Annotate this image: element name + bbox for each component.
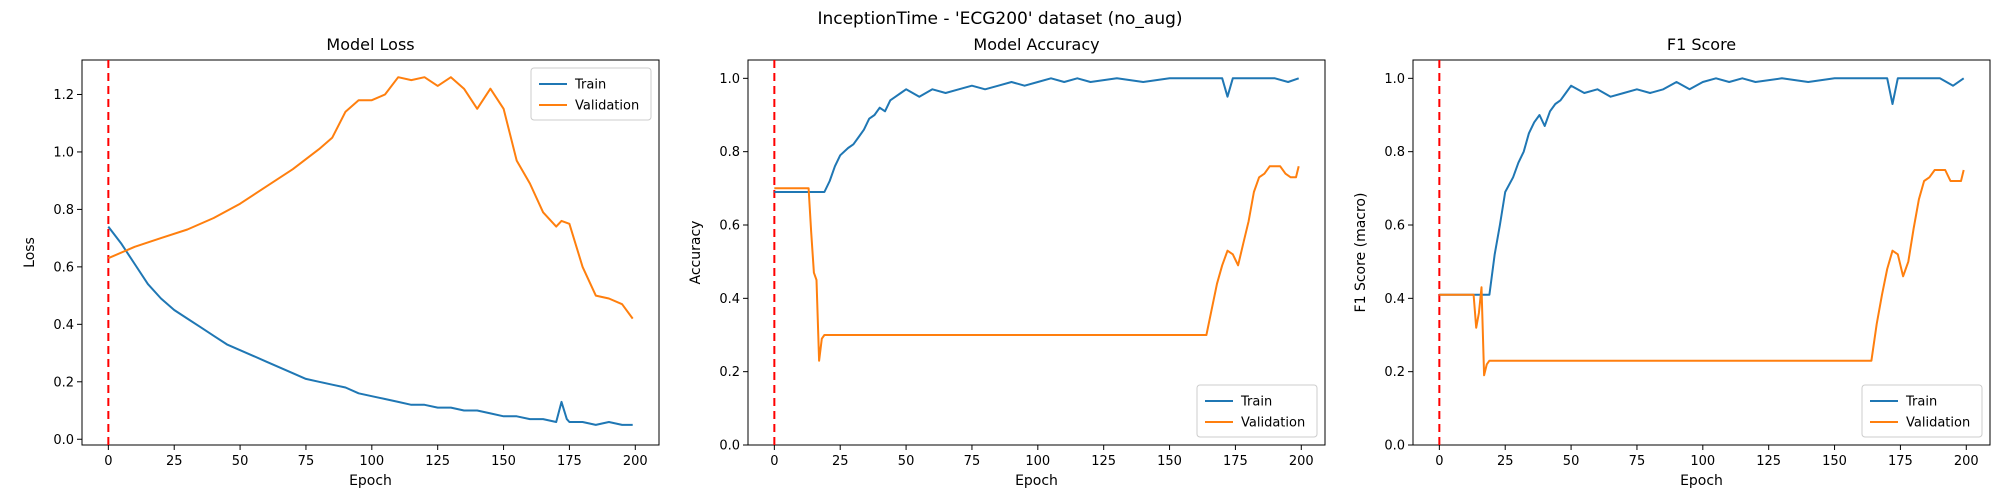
- chart-title: Model Loss: [326, 35, 414, 54]
- x-tick-label: 25: [832, 454, 849, 469]
- x-axis-label: Epoch: [1680, 473, 1723, 489]
- y-axis-label: F1 Score (macro): [1353, 193, 1369, 313]
- y-tick-label: 0.8: [53, 203, 74, 218]
- y-tick-label: 0.8: [1384, 145, 1405, 160]
- x-tick-label: 200: [1289, 454, 1314, 469]
- x-tick-label: 75: [298, 454, 315, 469]
- x-tick-label: 200: [623, 454, 648, 469]
- series-line-train: [107, 225, 633, 426]
- series-line-validation: [107, 76, 634, 320]
- axes-frame: [81, 59, 660, 446]
- series-line-validation: [774, 165, 1300, 362]
- x-tick-label: 125: [1756, 454, 1781, 469]
- axes-frame: [747, 59, 1326, 446]
- legend-label: Validation: [1241, 416, 1305, 431]
- axes-frame: [1412, 59, 1991, 446]
- chart-title: Model Accuracy: [973, 35, 1099, 54]
- y-tick-label: 0.6: [1384, 219, 1405, 234]
- chart-panel-3: F1 Score 0 25 50 75 100 125 150 175 200 0.0 0.2 0.4 0…: [1353, 35, 1991, 489]
- legend-label: Train: [1905, 395, 1937, 410]
- y-tick-label: 0.8: [719, 145, 740, 160]
- x-tick-label: 100: [1690, 454, 1715, 469]
- y-tick-label: 0.6: [53, 260, 74, 275]
- y-tick-label: 0.6: [719, 219, 740, 234]
- y-axis-label: Loss: [22, 237, 38, 268]
- legend-label: Train: [574, 78, 606, 93]
- x-axis-label: Epoch: [349, 473, 392, 489]
- y-tick-label: 0.2: [719, 365, 740, 380]
- y-tick-label: 0.0: [719, 439, 740, 454]
- x-tick-label: 125: [425, 454, 450, 469]
- x-tick-label: 50: [232, 454, 249, 469]
- x-tick-label: 150: [1822, 454, 1847, 469]
- chart-panel-1: Model Loss 0 25 50 75 100 125 150 175 200 0.0 0.2 0.…: [22, 35, 660, 489]
- x-tick-label: 175: [557, 454, 582, 469]
- legend-label: Validation: [575, 99, 639, 114]
- x-tick-label: 125: [1091, 454, 1116, 469]
- y-tick-label: 0.0: [53, 433, 74, 448]
- x-tick-label: 25: [166, 454, 183, 469]
- x-tick-label: 0: [1435, 454, 1443, 469]
- series-line-train: [774, 77, 1300, 193]
- x-tick-label: 0: [770, 454, 778, 469]
- y-tick-label: 1.2: [53, 88, 74, 103]
- y-tick-label: 1.0: [719, 72, 740, 87]
- x-tick-label: 150: [1157, 454, 1182, 469]
- y-tick-label: 0.4: [1384, 292, 1405, 307]
- x-axis-label: Epoch: [1015, 473, 1058, 489]
- legend-box: [1196, 384, 1318, 438]
- x-tick-label: 25: [1497, 454, 1514, 469]
- x-tick-label: 200: [1954, 454, 1979, 469]
- legend: Train Validation: [1196, 384, 1318, 438]
- series-line-train: [1439, 77, 1965, 296]
- y-tick-label: 1.0: [53, 145, 74, 160]
- x-tick-label: 50: [898, 454, 915, 469]
- chart-panel-2: Model Accuracy 0 25 50 75 100 125 150 175 200 0.0 0…: [688, 35, 1326, 489]
- y-tick-label: 0.0: [1384, 439, 1405, 454]
- x-tick-label: 150: [491, 454, 516, 469]
- legend-box: [530, 67, 652, 121]
- x-tick-label: 175: [1223, 454, 1248, 469]
- y-tick-label: 1.0: [1384, 72, 1405, 87]
- y-tick-label: 0.4: [719, 292, 740, 307]
- x-tick-label: 50: [1563, 454, 1580, 469]
- series-line-validation: [1439, 169, 1965, 377]
- x-tick-label: 75: [964, 454, 981, 469]
- legend-label: Train: [1240, 395, 1272, 410]
- legend: Train Validation: [1861, 384, 1983, 438]
- y-tick-label: 0.4: [53, 318, 74, 333]
- x-tick-label: 175: [1888, 454, 1913, 469]
- legend: Train Validation: [530, 67, 652, 121]
- y-tick-label: 0.2: [53, 375, 74, 390]
- x-tick-label: 75: [1629, 454, 1646, 469]
- x-tick-label: 100: [1025, 454, 1050, 469]
- figure-title: InceptionTime - 'ECG200' dataset (no_aug…: [817, 9, 1182, 29]
- y-axis-label: Accuracy: [688, 221, 704, 285]
- legend-box: [1861, 384, 1983, 438]
- y-tick-label: 0.2: [1384, 365, 1405, 380]
- x-tick-label: 0: [104, 454, 112, 469]
- x-tick-label: 100: [359, 454, 384, 469]
- chart-title: F1 Score: [1667, 35, 1736, 54]
- legend-label: Validation: [1906, 416, 1970, 431]
